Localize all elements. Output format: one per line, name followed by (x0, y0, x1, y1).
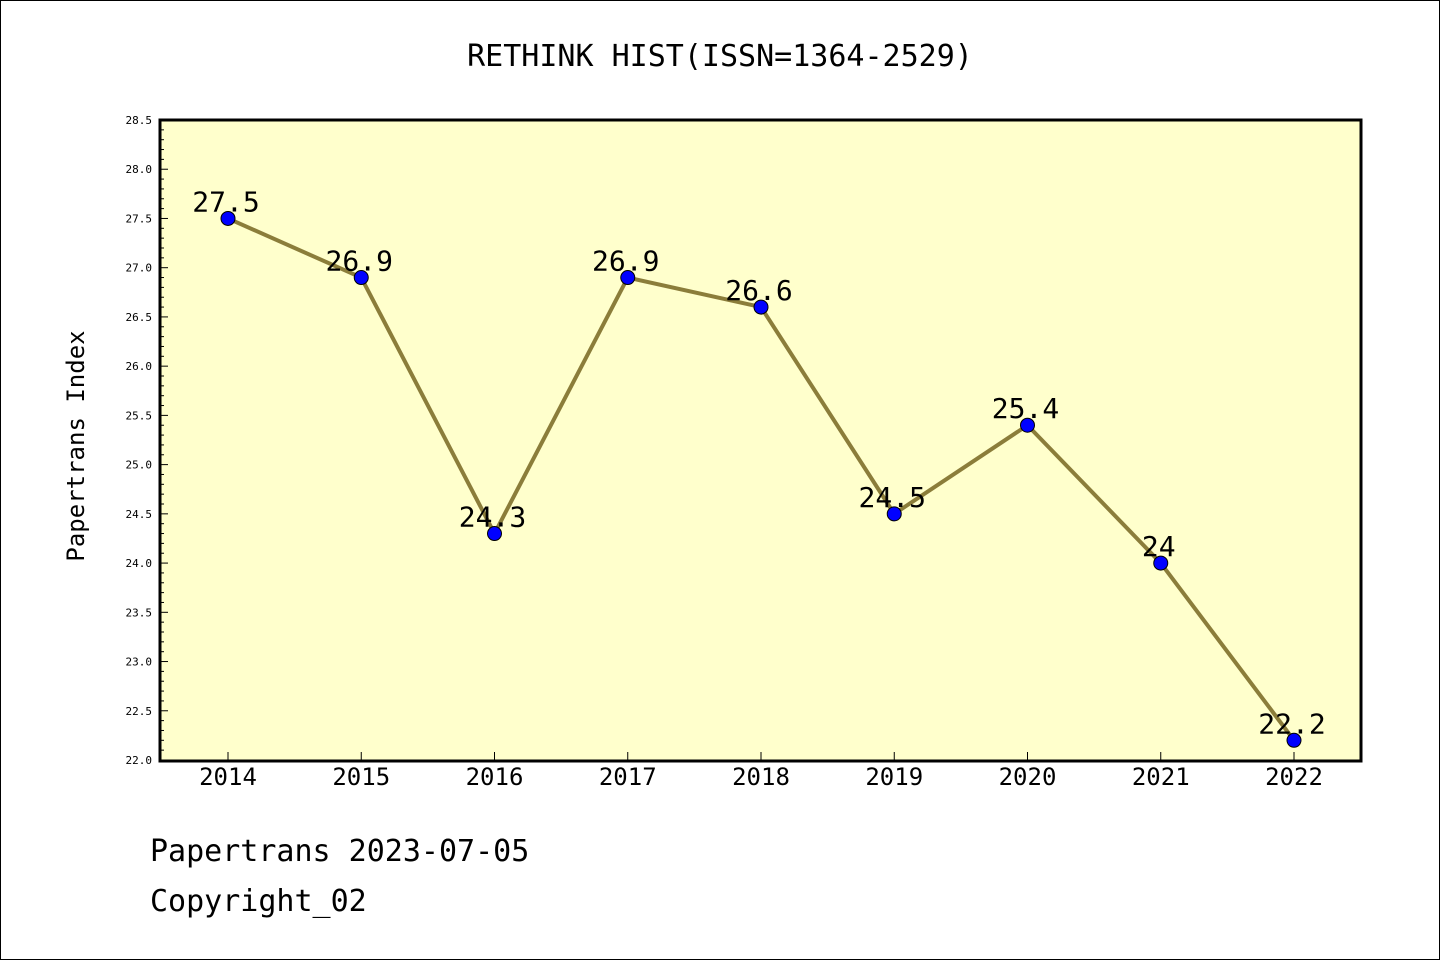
data-point (620, 270, 636, 286)
data-label: 26.9 (592, 245, 659, 278)
data-point (1153, 555, 1169, 571)
x-tick-label: 2015 (332, 763, 390, 791)
data-point (886, 506, 902, 522)
x-tick-label: 2022 (1265, 763, 1323, 791)
data-label: 22.2 (1258, 707, 1325, 740)
plot-area (158, 118, 1363, 763)
y-tick-label: 28.0 (126, 163, 153, 176)
y-axis: 22.0 22.5 23.0 23.5 24.0 24.5 25.0 25.5 26.0 26.5… (126, 114, 168, 767)
data-point (1286, 732, 1302, 748)
data-point (353, 270, 369, 286)
data-point (1020, 417, 1035, 433)
data-label: 26.6 (725, 274, 792, 307)
x-tick-label: 2017 (599, 763, 657, 791)
y-tick-label: 25.5 (126, 409, 153, 422)
x-tick-label: 2018 (732, 763, 790, 791)
y-tick-label: 24.5 (126, 508, 153, 521)
data-label: 26.9 (326, 245, 393, 278)
y-tick-label: 24.0 (126, 557, 153, 570)
data-point (220, 210, 236, 226)
data-point (753, 299, 769, 315)
footer-copyright: Copyright_02 (150, 884, 367, 919)
data-label: 24 (1142, 530, 1176, 563)
x-tick-label: 2020 (999, 763, 1057, 791)
data-label-layer: 27.5 26.9 24.3 26.9 26.6 24.5 25.4 24 22.2 (192, 185, 1325, 740)
data-label: 24.5 (859, 481, 926, 514)
footer-date: Papertrans 2023-07-05 (150, 834, 530, 869)
chart-title: RETHINK HIST(ISSN=1364-2529) (467, 39, 973, 74)
data-label: 24.3 (459, 501, 526, 534)
y-tick-label: 27.0 (126, 262, 153, 275)
y-axis-label: Papertrans Index (62, 330, 90, 561)
y-tick-label: 25.0 (126, 459, 153, 472)
y-tick-label: 26.5 (126, 311, 153, 324)
data-point (487, 526, 502, 542)
y-tick-label: 22.0 (126, 754, 153, 767)
x-tick-label: 2016 (466, 763, 524, 791)
x-tick-label: 2014 (199, 763, 257, 791)
data-label: 27.5 (192, 185, 259, 218)
y-tick-label: 22.5 (126, 705, 153, 718)
y-tick-label: 26.0 (126, 360, 153, 373)
x-tick-label: 2019 (865, 763, 923, 791)
series-layer (220, 210, 1302, 748)
y-tick-label: 23.0 (126, 656, 153, 669)
y-tick-label: 23.5 (126, 606, 153, 619)
y-tick-label: 28.5 (126, 114, 153, 127)
y-tick-label: 27.5 (126, 212, 153, 225)
x-tick-label: 2021 (1132, 763, 1190, 791)
data-label: 25.4 (992, 392, 1059, 425)
x-axis: 2014 2015 2016 2017 2018 2019 2020 2021 2022 (199, 752, 1323, 791)
